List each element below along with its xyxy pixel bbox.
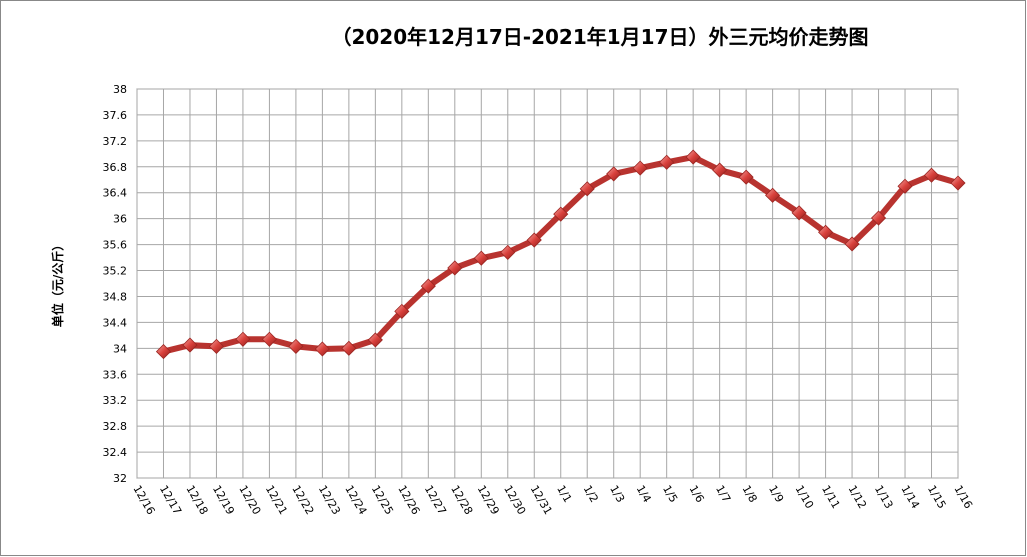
- marker: [155, 344, 172, 360]
- y-tick-label: 36.8: [103, 161, 128, 174]
- marker: [288, 338, 304, 354]
- marker: [923, 167, 940, 183]
- marker: [818, 224, 834, 240]
- y-tick-label: 32.8: [103, 420, 128, 433]
- marker: [208, 338, 225, 354]
- y-tick-label: 35.2: [103, 265, 128, 278]
- marker: [261, 331, 277, 347]
- y-tick-label: 38: [113, 83, 127, 96]
- marker: [950, 175, 966, 191]
- chart-title: （2020年12月17日-2021年1月17日）外三元均价走势图: [331, 25, 868, 49]
- y-tick-label: 35.6: [103, 239, 128, 252]
- y-tick-label: 34: [113, 342, 127, 355]
- marker: [447, 260, 463, 276]
- y-tick-label: 36.4: [103, 187, 128, 200]
- marker: [632, 160, 648, 176]
- marker: [182, 337, 198, 353]
- y-tick-label: 34.8: [103, 290, 128, 303]
- y-tick-label: 33.2: [103, 394, 128, 407]
- y-tick-label: 36: [113, 213, 127, 226]
- marker: [314, 341, 330, 357]
- y-axis-label: 单位（元/公斤）: [50, 239, 65, 327]
- marker: [500, 244, 516, 260]
- marker: [341, 340, 357, 356]
- y-tick-label: 33.6: [103, 368, 128, 381]
- y-tick-label: 34.4: [103, 316, 128, 329]
- y-tick-label: 32.4: [103, 446, 128, 459]
- marker: [870, 210, 887, 226]
- marker: [367, 332, 383, 348]
- marker: [394, 303, 410, 319]
- marker: [712, 162, 728, 178]
- marker: [473, 250, 489, 266]
- marker: [685, 149, 701, 165]
- y-tick-label: 32: [113, 472, 127, 485]
- y-tick-label: 37.2: [103, 135, 128, 148]
- marker: [420, 278, 436, 294]
- marker: [844, 236, 860, 252]
- marker: [659, 154, 675, 170]
- marker: [526, 232, 542, 248]
- marker: [738, 169, 754, 185]
- marker: [606, 166, 622, 182]
- y-tick-label: 37.6: [103, 109, 128, 122]
- marker: [791, 205, 807, 221]
- marker: [765, 187, 781, 203]
- marker: [579, 181, 595, 197]
- marker: [235, 331, 251, 347]
- marker: [897, 178, 913, 194]
- plot-area: [136, 88, 959, 479]
- marker: [553, 206, 569, 222]
